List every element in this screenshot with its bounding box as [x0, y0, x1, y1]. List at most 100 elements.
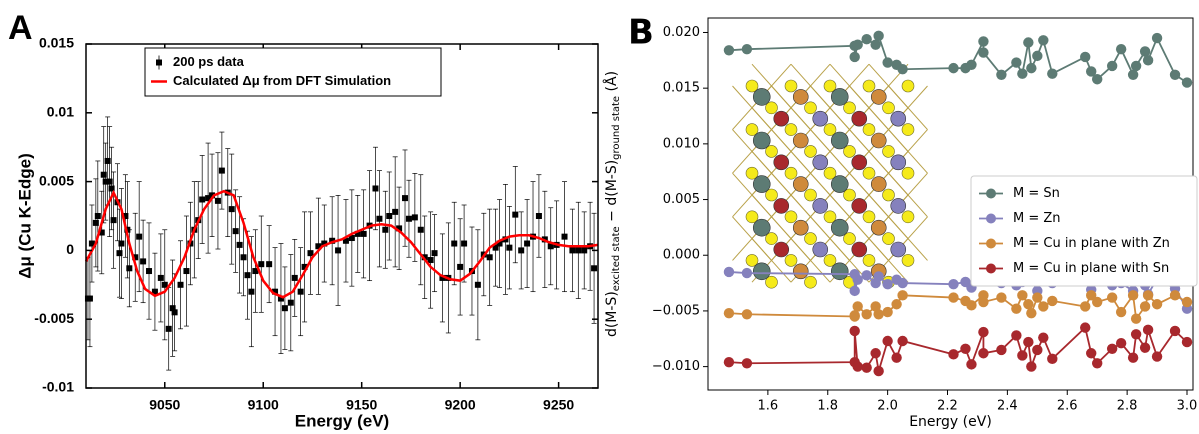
data-point: [461, 240, 468, 247]
series-marker: [978, 47, 989, 58]
data-point: [165, 325, 172, 332]
y-tick-label: 0.020: [663, 25, 700, 40]
series-marker: [1023, 336, 1034, 348]
sulfur-atom: [745, 254, 759, 267]
data-point: [348, 235, 355, 242]
series-marker: [948, 349, 959, 360]
data-point: [92, 219, 99, 226]
series-marker: [1181, 77, 1193, 88]
series-marker: [1017, 68, 1028, 79]
metal-atom: [752, 131, 771, 150]
sulfur-atom: [784, 123, 798, 136]
sulfur-atom: [765, 275, 778, 289]
data-point: [402, 195, 409, 202]
sulfur-atom: [882, 145, 895, 158]
series-marker: [1011, 303, 1022, 314]
data-point: [116, 250, 123, 257]
data-point: [301, 263, 308, 270]
data-point: [547, 243, 554, 250]
series-marker: [996, 292, 1007, 303]
data-point: [281, 305, 288, 312]
series-marker: [882, 57, 893, 68]
x-tick-label: 2.6: [1057, 399, 1078, 414]
data-point: [240, 254, 247, 261]
metal-atom: [890, 154, 907, 171]
y-axis-label-subscript: excited state: [611, 226, 622, 291]
metal-atom: [752, 175, 771, 193]
data-point: [376, 215, 383, 222]
data-point: [244, 272, 251, 279]
data-point: [297, 288, 304, 295]
sulfur-atom: [804, 188, 817, 202]
y-axis-label-part: d(M-S): [604, 291, 620, 337]
data-point: [88, 240, 95, 247]
series-marker: [1130, 60, 1142, 72]
sulfur-atom: [784, 210, 798, 224]
series-marker: [1142, 324, 1154, 336]
metal-atom: [830, 131, 849, 150]
data-point: [575, 247, 582, 254]
metal-atom: [773, 198, 790, 214]
x-tick-label: 9100: [248, 397, 279, 413]
data-point: [486, 254, 493, 261]
y-tick-label: 0.015: [39, 35, 74, 51]
data-point: [104, 157, 111, 164]
panel-a: 9050 9100 9150 9200 9250 -0.01 -0.005 0 0.005 0.0…: [8, 9, 599, 430]
data-point: [561, 233, 568, 240]
sulfur-atom: [823, 123, 837, 136]
data-point: [581, 247, 588, 254]
sulfur-atom: [745, 79, 759, 93]
data-point: [512, 211, 519, 218]
series-marker: [1038, 35, 1049, 46]
y-axis-label-part: (Å): [603, 71, 620, 96]
series-marker: [1023, 299, 1034, 310]
plot-area: [84, 116, 599, 371]
metal-atom: [812, 154, 829, 171]
sulfur-atom: [901, 123, 915, 136]
series-marker: [1139, 46, 1151, 57]
series-marker: [1169, 290, 1181, 301]
series-marker: [1127, 69, 1139, 81]
x-axis-label: Energy (eV): [295, 411, 389, 430]
data-point: [451, 240, 458, 247]
data-point: [110, 217, 117, 224]
data-point: [569, 247, 576, 254]
series-marker: [852, 274, 863, 285]
data-point: [209, 192, 216, 199]
series-marker: [873, 30, 884, 42]
sulfur-atom: [862, 123, 876, 136]
series-marker: [1151, 351, 1163, 362]
x-tick-label: 2.2: [937, 399, 958, 414]
metal-atom: [830, 262, 849, 281]
series-marker: [1017, 350, 1028, 361]
sulfur-atom: [843, 145, 856, 158]
series-marker: [723, 356, 735, 368]
y-tick-label: 0.005: [39, 172, 74, 188]
series-marker: [1106, 60, 1118, 72]
metal-atom: [870, 176, 887, 192]
series-marker: [966, 59, 977, 70]
legend-marker: [986, 263, 996, 274]
data-point: [236, 241, 243, 248]
series-marker: [849, 325, 860, 337]
data-point: [277, 295, 284, 302]
data-point: [183, 268, 190, 275]
y-tick-label: 0.01: [47, 104, 74, 120]
data-point: [232, 228, 239, 235]
series-marker: [978, 36, 989, 47]
series-marker: [1139, 342, 1151, 353]
series-marker: [882, 278, 893, 290]
series-marker: [978, 326, 989, 338]
series-marker: [1115, 306, 1127, 318]
data-point: [228, 206, 235, 213]
legend-box: [144, 47, 442, 97]
data-point: [496, 240, 503, 247]
data-point: [287, 299, 294, 306]
series-marker: [1026, 307, 1037, 319]
series-marker: [1038, 332, 1049, 343]
metal-atom: [773, 241, 790, 258]
metal-atom: [830, 175, 849, 193]
data-point: [266, 261, 273, 268]
x-tick-label: 9250: [543, 397, 574, 413]
sulfur-atom: [862, 79, 876, 93]
